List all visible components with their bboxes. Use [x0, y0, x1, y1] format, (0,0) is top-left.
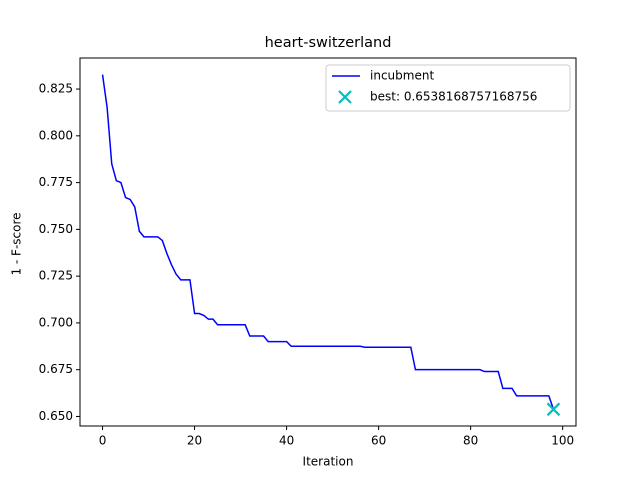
x-tick-label: 60: [371, 434, 386, 448]
y-axis-label: 1 - F-score: [10, 212, 24, 275]
y-tick-label: 0.825: [39, 82, 73, 96]
y-tick-label: 0.700: [39, 315, 73, 329]
x-tick-label: 20: [187, 434, 202, 448]
chart-title: heart-switzerland: [265, 35, 392, 51]
legend-label: incubment: [370, 69, 434, 83]
x-tick-label: 40: [279, 434, 294, 448]
legend-box: [325, 64, 571, 112]
x-tick-label: 80: [463, 434, 478, 448]
x-tick-label: 100: [551, 434, 574, 448]
legend-marker: [338, 90, 352, 104]
line-series: [101, 74, 555, 410]
y-tick-label: 0.800: [39, 128, 73, 142]
legend-label: best: 0.6538168757168756: [370, 90, 537, 104]
x-axis-label: Iteration: [303, 455, 354, 469]
y-tick-label: 0.750: [39, 222, 73, 236]
best-marker: [546, 402, 561, 417]
y-tick-label: 0.725: [39, 269, 73, 283]
y-tick-label: 0.775: [39, 175, 73, 189]
y-tick-label: 0.675: [39, 362, 73, 376]
y-tick-label: 0.650: [39, 409, 73, 423]
x-tick-label: 0: [99, 434, 107, 448]
axes-frame: [79, 57, 577, 427]
